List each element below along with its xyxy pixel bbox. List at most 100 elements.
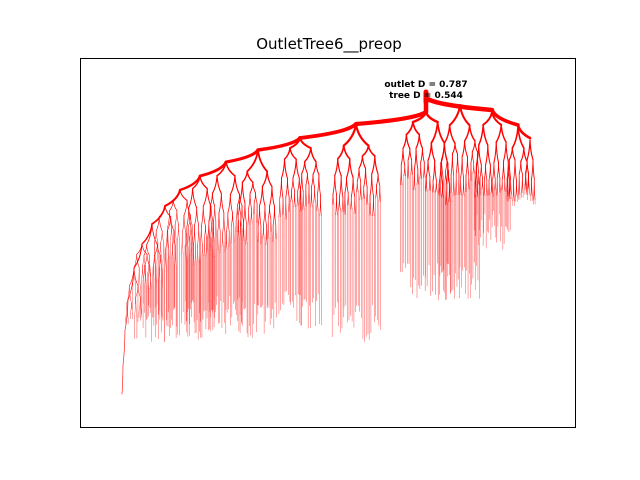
tree-branch bbox=[131, 303, 133, 314]
tree-branch bbox=[271, 186, 275, 207]
tree-branch bbox=[244, 202, 247, 223]
tree-branch bbox=[170, 216, 175, 232]
tree-branch bbox=[505, 141, 509, 162]
tree-branch bbox=[417, 169, 420, 185]
tree-branch bbox=[158, 216, 163, 232]
tree-branch bbox=[479, 177, 481, 195]
tree-branch bbox=[405, 133, 411, 150]
tree-branch bbox=[252, 181, 257, 194]
tree-branch bbox=[418, 133, 424, 149]
tree-branch bbox=[465, 175, 468, 192]
tree-branch bbox=[186, 200, 191, 216]
tree-branch bbox=[272, 225, 275, 242]
tree-branch bbox=[251, 208, 253, 223]
tree-branch bbox=[400, 164, 403, 186]
tree-branch bbox=[477, 151, 480, 174]
tree-branch bbox=[287, 178, 290, 198]
tree-branch bbox=[439, 176, 442, 196]
tree-branch bbox=[248, 208, 250, 225]
tree-branch bbox=[284, 158, 289, 179]
tree-branch bbox=[144, 265, 147, 281]
tree-branch bbox=[239, 194, 243, 207]
tree-branch bbox=[332, 193, 335, 205]
tree-branch bbox=[146, 244, 150, 256]
tree-branch bbox=[484, 179, 486, 196]
tree-branch bbox=[308, 184, 311, 204]
tree-main-branch bbox=[124, 299, 129, 331]
tree-branch bbox=[449, 183, 451, 203]
tree-branch bbox=[135, 297, 138, 317]
tree-branch bbox=[475, 164, 478, 184]
tree-branch bbox=[347, 192, 350, 206]
tree-branch bbox=[237, 205, 239, 221]
tree-branch bbox=[509, 178, 511, 199]
tree-branch bbox=[411, 159, 413, 175]
tree-branch bbox=[369, 195, 372, 216]
tree-branch bbox=[269, 206, 272, 220]
tree-main-branch bbox=[423, 95, 495, 113]
tree-branch bbox=[171, 226, 173, 239]
tree-branch bbox=[361, 155, 367, 169]
tree-branch bbox=[189, 236, 191, 257]
tree-branch bbox=[217, 230, 219, 251]
tree-branch bbox=[507, 179, 509, 197]
tree-branch bbox=[360, 180, 362, 200]
tree-diameter-label: tree D = 0.544 bbox=[389, 91, 463, 101]
tree-branch bbox=[150, 272, 152, 289]
tree-branch bbox=[257, 149, 269, 173]
tree-branch bbox=[532, 159, 535, 180]
tree-branch bbox=[302, 191, 305, 210]
tree-branch bbox=[231, 226, 233, 244]
tree-branch bbox=[508, 159, 512, 180]
tree-branch bbox=[141, 243, 148, 255]
tree-branch bbox=[459, 104, 471, 127]
tree-branch bbox=[193, 245, 195, 265]
tree-branch bbox=[513, 180, 515, 201]
tree-branch bbox=[129, 285, 132, 304]
tree-branch bbox=[489, 164, 492, 181]
tree-branch bbox=[126, 303, 129, 319]
tree-branch bbox=[349, 158, 354, 179]
tree-branch bbox=[206, 188, 212, 207]
tree-branch bbox=[243, 220, 245, 232]
tree-branch bbox=[448, 124, 456, 145]
tree-branch bbox=[454, 142, 459, 155]
tree-branch bbox=[501, 179, 504, 191]
tree-branch bbox=[294, 190, 296, 208]
tree-branch bbox=[239, 202, 242, 216]
tree-branch bbox=[315, 161, 320, 175]
tree-branch bbox=[167, 230, 170, 250]
tree-branch bbox=[474, 182, 476, 198]
tree-branch bbox=[356, 180, 359, 193]
tree-branch bbox=[209, 205, 212, 224]
tree-branch bbox=[205, 226, 207, 238]
tree-branch bbox=[336, 193, 338, 216]
tree-branch bbox=[188, 207, 192, 228]
tree-branch bbox=[201, 226, 203, 246]
tree-branch bbox=[409, 148, 413, 161]
tree-branch bbox=[365, 167, 368, 188]
tree-branch bbox=[496, 177, 499, 196]
tree-branch bbox=[209, 237, 211, 251]
tree-branch bbox=[228, 231, 231, 247]
tree-branch bbox=[453, 175, 455, 196]
tree-branch bbox=[299, 191, 302, 205]
tree-branch bbox=[374, 155, 379, 175]
tree-branch bbox=[518, 173, 521, 195]
tree-branch bbox=[285, 196, 287, 220]
tree-branch bbox=[160, 242, 162, 257]
tree-branch bbox=[249, 192, 252, 209]
tree-branch bbox=[314, 186, 316, 203]
tree-branch bbox=[337, 158, 342, 177]
tree-branch bbox=[263, 224, 265, 239]
tree-branch bbox=[227, 212, 230, 232]
tree-branch bbox=[202, 205, 206, 227]
tree-branch bbox=[149, 255, 151, 273]
tree-branch bbox=[229, 194, 233, 214]
tree-branch bbox=[226, 231, 228, 250]
tree-branch bbox=[216, 175, 222, 194]
tree-branch bbox=[136, 254, 140, 268]
tree-branch bbox=[478, 173, 480, 186]
tree-branch bbox=[264, 205, 267, 226]
